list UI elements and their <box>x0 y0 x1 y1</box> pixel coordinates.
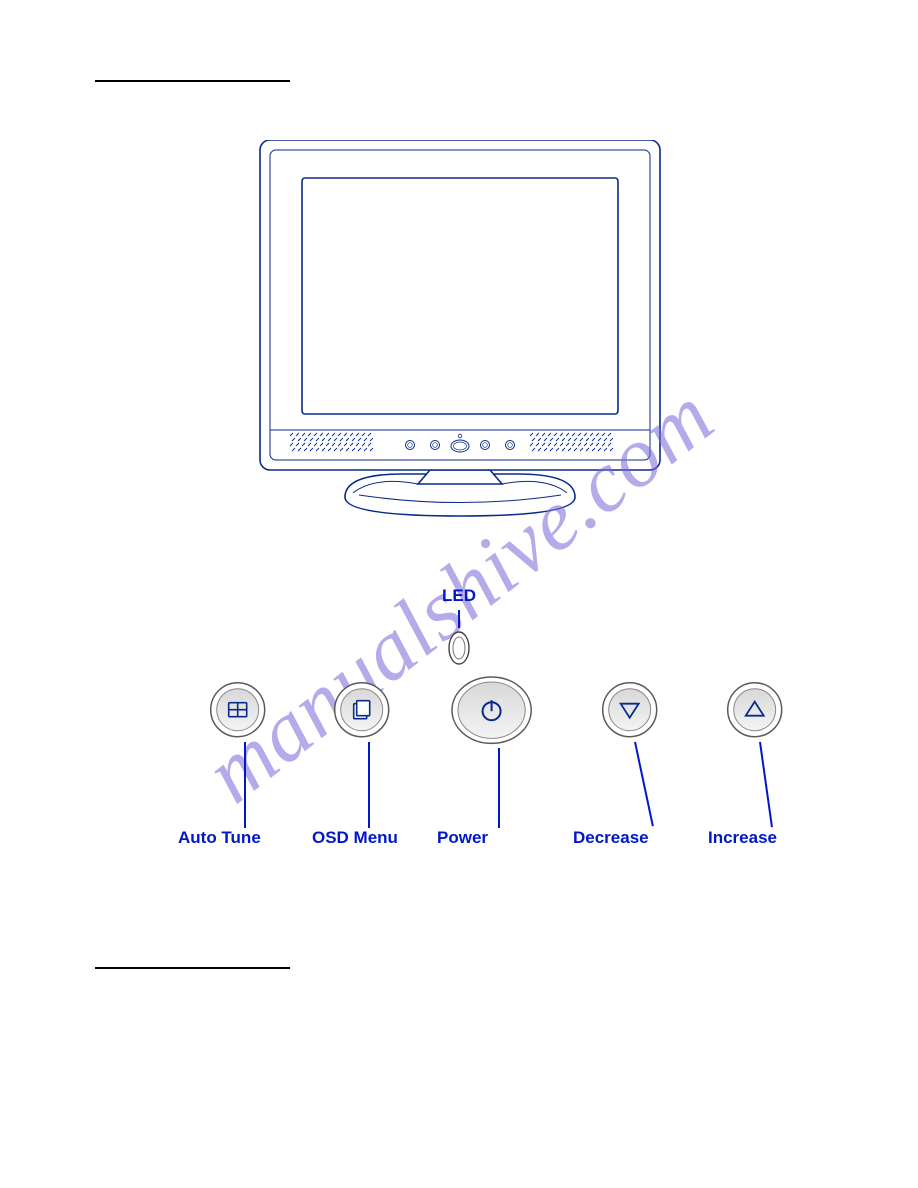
label-auto-tune: Auto Tune <box>178 828 261 848</box>
lead-line-decrease <box>634 742 654 827</box>
label-decrease: Decrease <box>573 828 649 848</box>
section-underline-top <box>95 80 290 82</box>
osd-menu-button[interactable] <box>332 680 391 739</box>
led-tick <box>458 610 460 628</box>
section-underline-bottom <box>95 967 290 969</box>
lead-line-osd-menu <box>368 742 370 828</box>
lead-line-power <box>498 748 500 828</box>
lead-line-auto-tune <box>244 742 246 828</box>
lead-line-increase <box>759 742 773 827</box>
control-buttons-row <box>0 678 918 742</box>
auto-tune-button[interactable] <box>208 680 267 739</box>
label-increase: Increase <box>708 828 777 848</box>
decrease-button[interactable] <box>600 680 659 739</box>
increase-button[interactable] <box>725 680 784 739</box>
led-label: LED <box>0 586 918 606</box>
label-osd-menu: OSD Menu <box>312 828 398 848</box>
power-button[interactable] <box>450 675 533 745</box>
label-power: Power <box>437 828 488 848</box>
led-indicator <box>447 630 471 671</box>
monitor-illustration <box>255 140 665 545</box>
